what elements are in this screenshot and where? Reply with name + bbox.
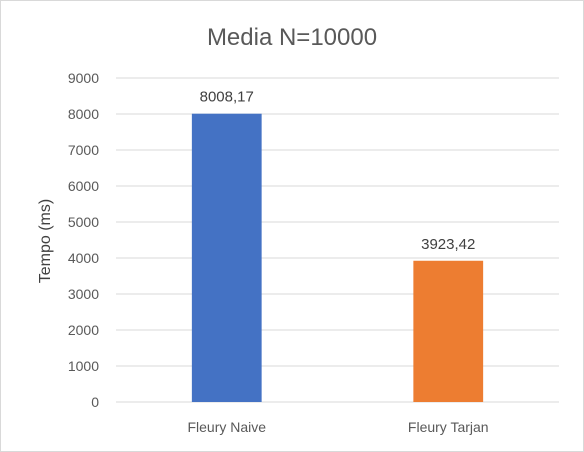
y-tick-label: 6000 [68,178,99,194]
y-tick-label: 8000 [68,106,99,122]
bar [413,260,484,402]
y-tick-label: 3000 [68,286,99,302]
y-axis-label: Tempo (ms) [37,199,54,283]
x-tick-label: Fleury Naive [187,419,266,435]
data-labels: 8008,17 3923,42 [200,89,476,253]
data-label: 3923,42 [421,236,475,253]
chart-title: Media N=10000 [207,24,377,51]
y-tick-label: 7000 [68,142,99,158]
x-axis-ticks: Fleury Naive Fleury Tarjan [187,419,488,435]
y-tick-label: 5000 [68,214,99,230]
y-axis-ticks: 0 1000 2000 3000 4000 5000 6000 7000 8000 9000 [68,70,99,410]
gridlines [116,77,559,403]
y-tick-label: 1000 [68,358,99,374]
data-label: 8008,17 [200,89,254,106]
y-tick-label: 0 [91,394,99,410]
y-tick-label: 2000 [68,322,99,338]
bars [191,113,484,403]
y-tick-label: 4000 [68,250,99,266]
bar [191,113,262,403]
x-tick-label: Fleury Tarjan [408,419,489,435]
y-tick-label: 9000 [68,70,99,86]
